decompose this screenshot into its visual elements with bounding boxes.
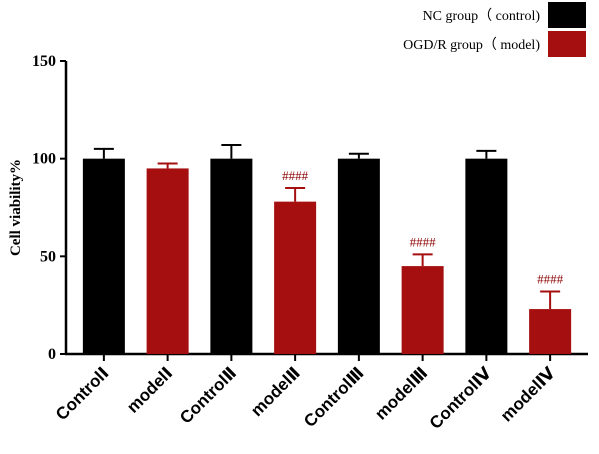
legend: NC group（ control) OGD/R group（ model) (403, 2, 586, 57)
bar (274, 201, 317, 354)
bar (529, 309, 572, 354)
x-tick-label: ControlⅢ (300, 363, 368, 431)
y-tick-label: 100 (32, 151, 56, 168)
y-tick-label: 0 (48, 346, 56, 363)
bar (146, 168, 189, 354)
significance-label: #### (282, 168, 309, 183)
bar (465, 158, 508, 354)
bar (401, 266, 444, 354)
y-axis-label: Cell viability% (8, 159, 24, 256)
y-tick-label: 50 (40, 248, 56, 265)
x-tick-label: ControlⅡ (176, 363, 240, 427)
x-tick-label: ControlⅣ (426, 363, 496, 433)
significance-label: #### (410, 234, 437, 249)
legend-swatch (548, 31, 586, 57)
legend-swatch (548, 2, 586, 28)
x-tick-label: modelⅠ (123, 363, 176, 416)
bar (337, 158, 380, 354)
legend-label: NC group（ control) (423, 8, 541, 24)
bars: #### #### #### (82, 143, 572, 354)
y-tick-label: 150 (32, 53, 56, 70)
legend-label: OGD/R group（ model) (403, 37, 540, 53)
bar (210, 158, 253, 354)
x-tick-label: modelⅡ (247, 363, 304, 420)
x-tick-label: modelⅢ (371, 363, 431, 423)
significance-label: #### (537, 271, 564, 286)
bar (82, 158, 125, 354)
x-tick-label: ControlⅠ (52, 363, 113, 424)
x-tick-label: modelⅣ (497, 363, 559, 425)
